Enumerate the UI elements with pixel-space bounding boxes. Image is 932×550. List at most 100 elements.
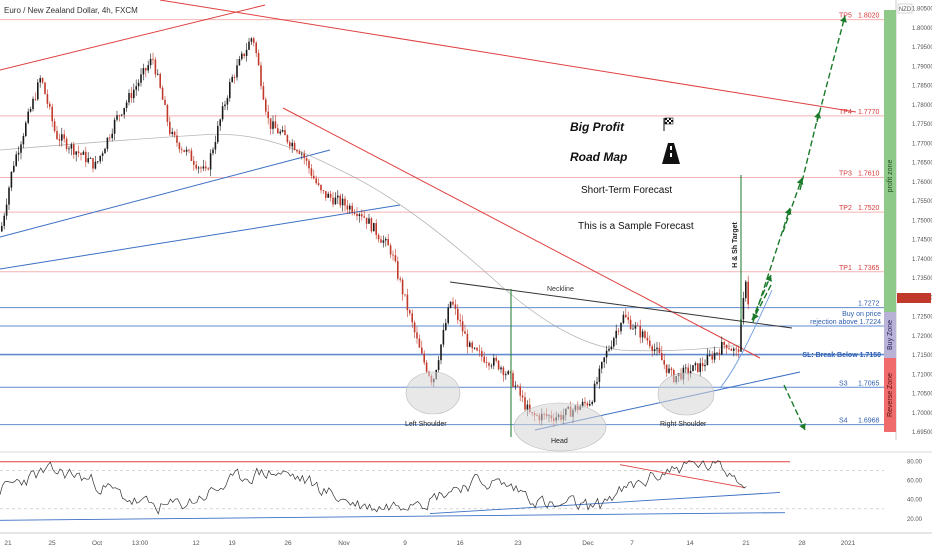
candle-body: [255, 42, 257, 54]
blue-trend-a: [0, 149, 331, 238]
candle-body: [241, 53, 243, 59]
candle-body: [723, 341, 725, 345]
candle-body: [25, 122, 27, 136]
candle-body: [598, 368, 601, 382]
moving-average-line: [0, 133, 741, 352]
pattern-overlays: Left Shoulder Head Right Shoulder H & Sh Ta…: [405, 175, 773, 452]
candle-body: [740, 319, 742, 352]
candle-body: [49, 103, 51, 107]
candle-body: [87, 158, 89, 163]
candle-body: [694, 363, 697, 366]
candle-body: [269, 118, 272, 129]
candle-body: [229, 82, 231, 99]
candle-body: [658, 347, 661, 353]
time-tick-label: 7: [630, 540, 634, 547]
candle-body: [392, 254, 394, 256]
candle-body: [593, 383, 596, 402]
candle-body: [615, 330, 617, 339]
candle-body: [425, 362, 428, 372]
candle-body: [488, 363, 490, 366]
candle-body: [109, 137, 111, 139]
candle-body: [459, 319, 461, 322]
candle-body: [320, 184, 322, 191]
candle-body: [221, 106, 224, 120]
candle-body: [101, 153, 104, 156]
candle-body: [303, 153, 305, 159]
candle-body: [22, 135, 25, 145]
price-tick-label: 1.72000: [912, 334, 932, 340]
candle-body: [644, 331, 646, 338]
candle-body: [5, 204, 8, 216]
candle-body: [29, 109, 32, 112]
support-curve: [719, 289, 773, 389]
candle-body: [253, 38, 255, 43]
candle-body: [106, 137, 109, 149]
candle-body: [634, 325, 637, 329]
candle-body: [197, 167, 200, 169]
candle-body: [627, 317, 629, 320]
candle-body: [701, 363, 704, 367]
candle-body: [512, 373, 514, 387]
candle-body: [339, 195, 341, 206]
candle-body: [313, 175, 315, 179]
time-axis: 21 25 Oct 13:00 12 19 26 Nov 9 16 23 Dec 7 14 21 28 2021: [4, 540, 855, 547]
candle-body: [209, 153, 212, 170]
reverse-arrow-head: [799, 423, 806, 430]
candle-body: [418, 338, 421, 348]
candle-body: [502, 367, 505, 376]
candle-body: [217, 125, 219, 143]
candle-body: [689, 371, 692, 375]
candle-body: [298, 151, 301, 154]
candle-body: [581, 401, 584, 407]
candle-body: [373, 223, 375, 232]
candle-body: [279, 131, 281, 134]
candle-body: [1, 226, 3, 232]
upper-trendline: [0, 4, 266, 71]
candle-body: [596, 381, 598, 384]
candle-body: [507, 371, 509, 375]
candle-body: [159, 73, 161, 88]
rsi-tick-label: 60.00: [907, 479, 923, 485]
candle-body: [483, 356, 485, 363]
price-tick-label: 1.80000: [912, 26, 932, 32]
candle-body: [692, 365, 694, 372]
candle-body: [164, 99, 166, 105]
candle-body: [745, 281, 747, 299]
candle-body: [608, 349, 610, 351]
candle-body: [409, 310, 411, 314]
candle-body: [332, 197, 334, 205]
candle-body: [649, 340, 651, 347]
candle-body: [721, 341, 723, 355]
candle-body: [476, 347, 478, 351]
time-tick-label: 13:00: [132, 540, 149, 547]
candle-body: [327, 193, 329, 198]
candle-body: [646, 337, 649, 341]
buy-note-line2: rejection above 1.7224: [810, 319, 881, 326]
candle-body: [341, 198, 344, 206]
level-value: 1.7065: [858, 380, 880, 387]
candle-body: [687, 367, 689, 375]
right-shoulder-label: Right Shoulder: [660, 421, 707, 428]
candle-body: [296, 150, 298, 152]
candles: [1, 36, 749, 428]
forecast-arrow-1: [751, 274, 772, 321]
time-tick-label: 16: [456, 540, 464, 547]
candle-body: [32, 98, 34, 110]
forecast-arrow-4: [782, 177, 803, 233]
candle-body: [193, 160, 195, 165]
level-value: 1.7365: [858, 265, 880, 272]
level-label: S4: [839, 418, 848, 425]
candle-body: [20, 144, 22, 153]
rsi-panel: 80.00 60.00 40.00 20.00: [0, 459, 923, 523]
price-tick-label: 1.77500: [912, 122, 932, 128]
candle-body: [514, 385, 517, 387]
candle-body: [440, 344, 442, 361]
candle-body: [397, 261, 399, 279]
time-tick-label: 28: [798, 540, 806, 547]
candle-body: [500, 367, 502, 370]
candle-body: [116, 115, 118, 120]
candle-body: [308, 160, 310, 169]
candle-body: [97, 161, 99, 163]
